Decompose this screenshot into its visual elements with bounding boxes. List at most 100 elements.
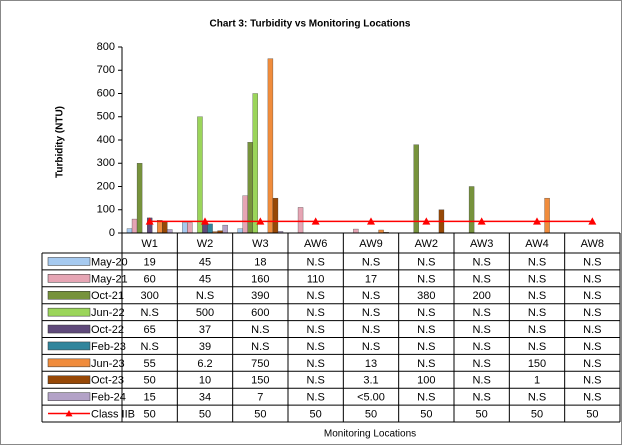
legend-label: Oct-21 [91,290,124,302]
bar [131,218,138,234]
table-cell: N.S [306,392,324,404]
legend-key [47,274,91,283]
table-cell: 50 [531,408,543,420]
table-cell: N.S [417,358,435,370]
y-tick-label: 700 [97,64,115,76]
table-cell: N.S [306,358,324,370]
table-cell: 7 [257,392,263,404]
table-cell: N.S [306,290,324,302]
table-cell: N.S [306,324,324,336]
y-tick-label: 500 [97,111,115,123]
legend-label: Oct-23 [91,375,124,387]
legend-key [47,257,91,266]
table-cell: 50 [365,408,377,420]
legend-key-marker [65,410,73,417]
legend-label: Feb-24 [91,392,126,404]
bar [182,222,188,234]
y-axis-title: Turbidity (NTU) [55,106,66,178]
table-cell: 50 [254,408,266,420]
x-tick-label: AW6 [304,238,327,250]
table-cell: N.S [251,341,269,353]
table-cell: N.S [472,358,490,370]
y-tick-label: 400 [97,134,115,146]
table-cell: N.S [472,273,490,285]
table-cell: N.S [472,256,490,268]
marker [477,217,486,225]
table-cell: N.S [472,392,490,404]
table-cell: N.S [140,341,158,353]
y-tick-label: 600 [97,87,115,99]
bar [136,163,143,234]
table-cell: 380 [417,290,435,302]
legend-key [47,358,91,368]
table-cell: 300 [140,290,158,302]
bar [544,197,550,234]
table-cell: 150 [251,375,269,387]
table-cell: N.S [528,256,546,268]
table-cell: N.S [362,307,380,319]
marker [311,217,320,225]
table-cell: 34 [199,392,211,404]
legend-label: May-21 [91,273,128,285]
table-cell: 110 [307,273,325,285]
table-cell: N.S [140,307,158,319]
table-cell: 39 [199,341,211,353]
table-cell: 50 [586,408,598,420]
table-cell: N.S [528,273,546,285]
table-cell: N.S [362,256,380,268]
table-cell: N.S [528,290,546,302]
legend-key [47,307,91,317]
table-cell: 6.2 [197,358,212,370]
x-tick-label: AW3 [470,238,493,250]
bar [468,186,475,234]
x-tick-label: AW4 [525,238,548,250]
bar [267,58,274,234]
table-cell: 200 [472,290,490,302]
table-cell: 500 [196,307,214,319]
legend-label: Oct-22 [91,324,124,336]
table-cell: 18 [254,256,266,268]
y-tick-label: 0 [109,227,115,239]
bar [353,228,359,234]
marker [533,217,541,225]
table-cell: N.S [583,256,601,268]
table-cell: N.S [196,290,214,302]
x-tick-label: AW2 [415,238,438,250]
table-cell: N.S [417,392,435,404]
table-cell: N.S [362,290,380,302]
legend-key [47,324,91,334]
table-cell: 55 [144,358,156,370]
table-cell: N.S [417,341,435,353]
table-cell: N.S [472,375,490,387]
table-cell: N.S [251,324,269,336]
table-cell: 19 [144,256,156,268]
bar [247,142,253,234]
table-cell: N.S [583,341,601,353]
bar [126,228,133,234]
bar [413,144,419,234]
bar [162,221,168,234]
table-cell: 100 [417,375,435,387]
table-cell: 17 [365,273,377,285]
table-cell: 65 [144,324,156,336]
x-tick-label: W3 [252,238,269,250]
bar [202,224,208,234]
table-cell: 160 [251,273,269,285]
y-tick-label: 200 [97,180,115,192]
table-cell: 37 [199,324,211,336]
marker [422,217,431,225]
table-cell: N.S [417,273,435,285]
marker [145,217,154,225]
table-cell: <5.00 [357,392,385,404]
x-tick-label: W1 [141,238,158,250]
table-cell: N.S [472,341,490,353]
bar [207,223,213,234]
legend-label: Class IIB [91,408,135,420]
table-cell: 50 [310,408,322,420]
table-cell: N.S [362,341,380,353]
y-tick-label: 800 [97,41,115,53]
table-cell: N.S [583,358,601,370]
table-cell: 50 [476,408,488,420]
